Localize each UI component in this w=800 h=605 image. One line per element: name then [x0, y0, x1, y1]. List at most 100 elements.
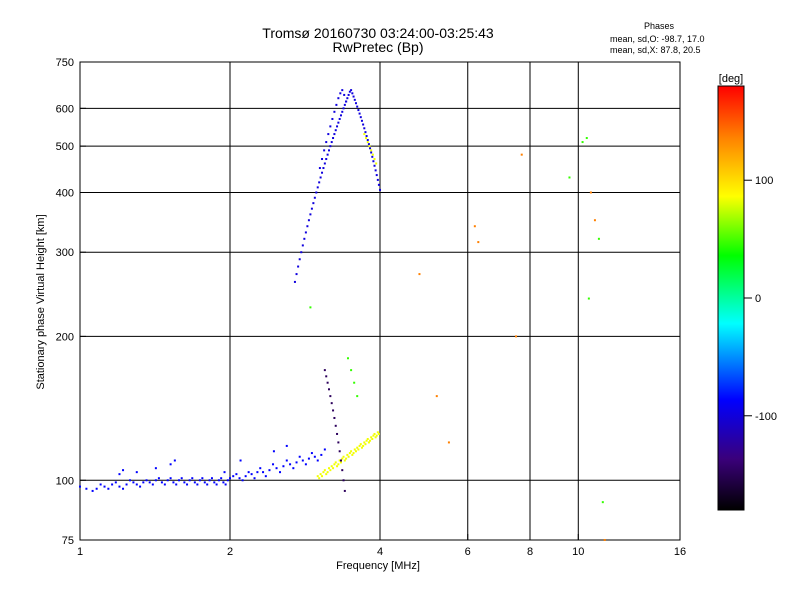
data-point	[350, 369, 353, 372]
data-point	[374, 436, 377, 439]
data-point	[145, 479, 148, 482]
y-tick-label: 75	[62, 535, 74, 547]
data-point	[373, 158, 376, 161]
data-point	[366, 139, 369, 142]
colorbar-label: [deg]	[719, 73, 743, 85]
data-point	[268, 469, 271, 472]
data-point	[332, 467, 335, 470]
data-point	[360, 446, 363, 449]
data-point	[326, 153, 329, 156]
data-point	[301, 459, 304, 462]
data-point	[568, 176, 571, 179]
data-point	[368, 145, 371, 148]
data-point	[232, 475, 235, 478]
data-point	[346, 453, 349, 456]
data-point	[377, 432, 380, 435]
data-point	[354, 450, 357, 453]
data-point	[323, 369, 326, 372]
data-point	[323, 469, 326, 472]
data-point	[366, 438, 369, 440]
data-point	[323, 162, 326, 165]
data-point	[325, 473, 328, 476]
data-point	[372, 160, 375, 163]
data-point	[183, 481, 186, 484]
data-point	[132, 481, 135, 484]
data-point	[322, 471, 325, 474]
data-point	[309, 306, 312, 309]
data-point	[603, 539, 606, 541]
data-point	[313, 196, 316, 199]
data-point	[306, 225, 309, 228]
data-point	[342, 455, 345, 458]
data-point	[318, 477, 321, 480]
data-point	[188, 479, 191, 482]
data-point	[319, 473, 322, 476]
data-point	[239, 459, 242, 462]
data-point	[365, 439, 368, 442]
data-point	[357, 109, 360, 112]
data-point	[350, 89, 353, 92]
chart-subtitle: RwPretec (Bp)	[332, 39, 423, 55]
data-point	[338, 117, 341, 120]
data-point	[326, 471, 329, 474]
phase-info-title: Phases	[644, 21, 675, 31]
data-point	[79, 485, 81, 488]
data-point	[160, 481, 163, 484]
data-point	[177, 479, 180, 482]
data-point	[327, 149, 330, 152]
data-point	[85, 487, 88, 490]
y-axis-label: Stationary phase Virtual Height [km]	[35, 214, 47, 389]
y-tick-label: 500	[56, 141, 74, 153]
data-point	[114, 481, 117, 484]
data-point	[304, 231, 307, 234]
data-point	[272, 463, 275, 466]
data-point	[329, 469, 332, 472]
data-point	[342, 479, 345, 482]
data-point	[339, 92, 342, 95]
data-point	[376, 431, 379, 434]
data-point	[247, 471, 250, 474]
data-point	[157, 477, 160, 480]
data-point	[223, 471, 226, 474]
data-point	[229, 477, 231, 480]
data-point	[333, 110, 336, 113]
data-point	[346, 97, 349, 100]
data-point	[341, 469, 344, 472]
data-point	[99, 483, 102, 486]
data-point	[334, 461, 337, 464]
data-point	[250, 473, 253, 476]
data-point	[376, 178, 379, 181]
data-point	[362, 123, 365, 126]
data-point	[295, 461, 298, 464]
data-point	[201, 477, 204, 480]
data-point	[193, 481, 196, 484]
data-point	[235, 473, 238, 476]
grid-lines	[79, 61, 681, 541]
data-point	[172, 481, 175, 484]
data-point	[593, 219, 596, 222]
data-point	[191, 477, 194, 480]
data-point	[244, 475, 247, 478]
data-point	[330, 141, 333, 144]
data-point	[363, 133, 366, 136]
data-point	[373, 164, 376, 167]
x-tick-label: 6	[465, 546, 471, 558]
data-point	[334, 424, 337, 427]
data-point	[336, 125, 339, 128]
data-point	[169, 463, 172, 466]
data-point	[447, 441, 450, 444]
phase-info-line-2: mean, sd,X: 87.8, 20.5	[610, 45, 701, 55]
data-point	[358, 112, 361, 115]
data-point	[367, 441, 370, 444]
data-point	[375, 174, 378, 177]
data-point	[298, 455, 301, 458]
data-point	[370, 151, 373, 154]
data-point	[333, 416, 336, 419]
data-point	[321, 158, 324, 161]
data-point	[334, 129, 337, 132]
x-tick-label: 1	[77, 546, 83, 558]
data-point	[135, 471, 138, 474]
data-point	[601, 501, 604, 504]
x-tick-label: 10	[572, 546, 584, 558]
colorbar-ticks: 100 0 -100	[744, 175, 777, 423]
